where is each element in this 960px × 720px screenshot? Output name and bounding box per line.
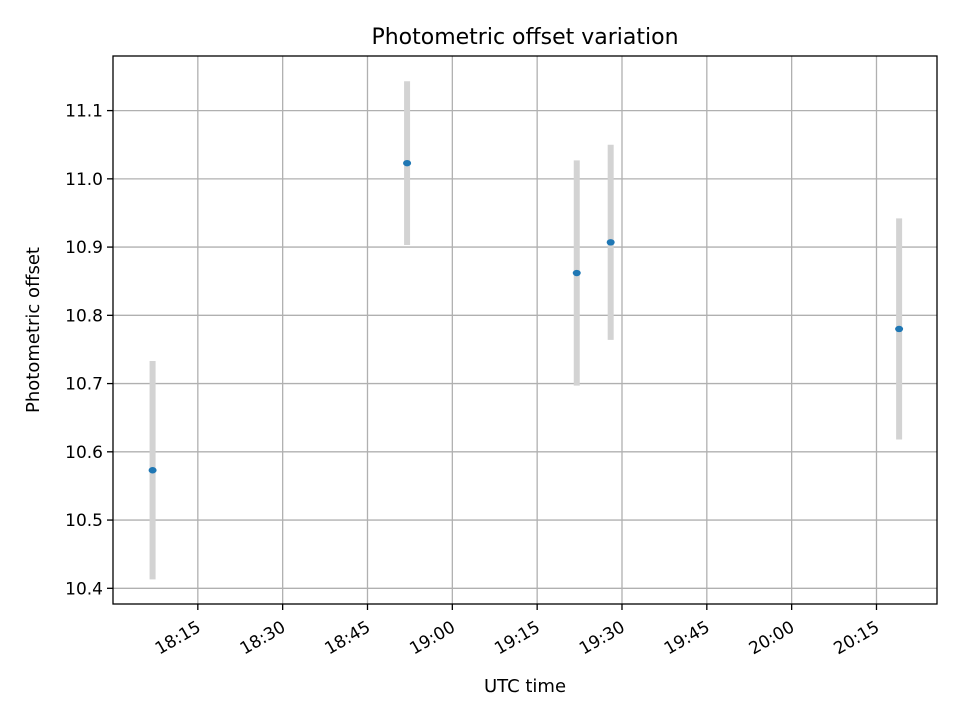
y-tick-label: 10.8 [65, 306, 103, 326]
x-axis-label: UTC time [484, 676, 566, 697]
plot-data [148, 81, 904, 580]
grid [113, 56, 937, 604]
data-point [148, 467, 157, 474]
data-point [572, 269, 581, 277]
plot-frame [112, 55, 938, 605]
chart-title: Photometric offset variation [371, 25, 678, 50]
y-tick-label: 10.6 [65, 443, 103, 463]
y-tick-label: 11.0 [65, 170, 103, 190]
y-tick-label: 10.7 [65, 375, 103, 395]
y-axis-label: Photometric offset [23, 247, 44, 413]
y-tick-label: 10.9 [65, 238, 103, 258]
y-tick-label: 11.1 [65, 102, 103, 122]
data-point [606, 239, 615, 246]
y-tick-label: 10.5 [65, 511, 103, 531]
data-point [895, 325, 904, 333]
y-axis-ticks: 10.4 10.5 10.6 10.7 10.8 10.9 11.0 11.1 [65, 102, 113, 599]
y-tick-label: 10.4 [65, 579, 103, 599]
data-point [403, 159, 412, 167]
